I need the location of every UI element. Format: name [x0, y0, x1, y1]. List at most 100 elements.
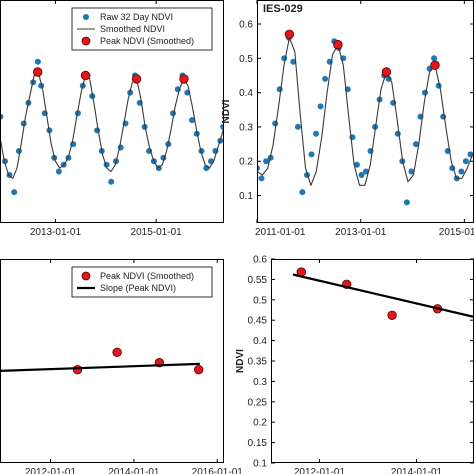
- panel-top-right: 2011-01-01 2013-01-01 2015-01-01 0.1 0.2 0.3 0…: [221, 0, 474, 238]
- slope-line: [292, 273, 474, 318]
- raw-ndvi-point: [353, 161, 360, 168]
- axes-frame: [0, 0, 224, 223]
- raw-ndvi-point: [422, 89, 428, 96]
- plot-area: [0, 347, 204, 375]
- peak-ndvi-point: [72, 365, 83, 375]
- y-tick-label: 0.6: [239, 20, 253, 31]
- x-tick-label: 2013-01-01: [335, 227, 387, 238]
- legend-box: [71, 7, 213, 51]
- panel-bottom-left: 2012-01-01 2014-01-01 2016-01-01 Peak NDVI …: [0, 259, 243, 474]
- y-tick-label: 0.15: [248, 438, 268, 449]
- y-tick-label: 0.5: [253, 295, 267, 306]
- raw-ndvi-point: [317, 103, 324, 110]
- y-axis-label: NDVI: [235, 349, 246, 373]
- y-tick-label: 0.4: [253, 336, 267, 347]
- y-tick-label: 0.25: [248, 397, 268, 408]
- legend-entry-label: Peak NDVI (Smoothed): [100, 36, 194, 46]
- legend-entry-label: Peak NDVI (Smoothed): [100, 271, 194, 281]
- raw-ndvi-point: [170, 110, 176, 117]
- x-tick-label: 2016-01-01: [192, 467, 244, 474]
- raw-ndvi-point: [94, 127, 101, 134]
- y-tick-label: 0.3: [239, 122, 253, 133]
- raw-ndvi-point: [458, 168, 465, 175]
- raw-ndvi-point: [108, 178, 115, 185]
- legend-box: [71, 266, 213, 298]
- peak-ndvi-point: [131, 74, 142, 84]
- y-tick-label: 0.4: [239, 88, 253, 99]
- raw-ndvi-point: [363, 168, 369, 175]
- x-tick-label: 2012-01-01: [294, 467, 346, 474]
- raw-ndvi-point: [276, 86, 283, 93]
- raw-ndvi-point: [189, 117, 195, 124]
- raw-ndvi-point: [408, 168, 415, 175]
- axes-frame: [0, 259, 224, 463]
- y-tick-label: 0.1: [253, 459, 267, 470]
- panel-bottom-right: 2012-01-01 2014-01-01 0.1 0.15 0.2 0.25 0.3 0.3…: [235, 255, 474, 474]
- y-tick-label: 0.6: [253, 255, 267, 266]
- raw-ndvi-point: [431, 55, 438, 62]
- x-tick-label: 2014-01-01: [108, 467, 160, 474]
- raw-ndvi-point: [272, 120, 279, 127]
- plot-area: [292, 267, 474, 321]
- peak-ndvi-point: [33, 67, 43, 77]
- x-tick-label: 2011-01-01: [255, 227, 306, 238]
- raw-ndvi-point: [462, 158, 469, 165]
- raw-ndvi-point: [263, 158, 270, 165]
- smoothed-ndvi-line: [0, 71, 224, 179]
- y-tick-label: 0.3: [253, 377, 267, 388]
- x-tick-label: 2013-01-01: [30, 227, 82, 238]
- x-tick-label: 2014-01-01: [391, 467, 443, 474]
- peak-ndvi-point: [112, 347, 122, 358]
- peak-ndvi-point: [193, 365, 204, 375]
- legend-entry-label: Raw 32 Day NDVI: [100, 12, 173, 22]
- panel-title: IES-029: [263, 3, 303, 15]
- raw-ndvi-point: [290, 58, 297, 65]
- peak-ndvi-point: [387, 310, 397, 321]
- legend-entry-label: Smoothed NDVI: [100, 24, 165, 34]
- y-tick-label: 0.45: [248, 316, 268, 327]
- raw-ndvi-point: [141, 123, 148, 130]
- peak-ndvi-point: [179, 74, 189, 84]
- plot-area: [0, 58, 224, 196]
- raw-ndvi-point: [55, 168, 62, 175]
- raw-ndvi-point: [11, 189, 18, 196]
- y-tick-label: 0.2: [253, 418, 267, 429]
- raw-ndvi-point: [34, 58, 41, 65]
- smoothed-ndvi-line: [257, 37, 474, 186]
- raw-ndvi-point: [403, 199, 410, 206]
- peak-ndvi-point: [80, 70, 91, 81]
- legend: Raw 32 Day NDVI Smoothed NDVI Peak NDVI (S…: [71, 7, 213, 51]
- raw-ndvi-point: [308, 151, 315, 158]
- peak-ndvi-point: [284, 29, 295, 40]
- y-tick-label: 0.35: [248, 357, 268, 368]
- raw-ndvi-point: [15, 148, 22, 154]
- x-tick-label: 2015-01-01: [439, 227, 474, 238]
- peak-ndvi-point: [430, 60, 440, 70]
- raw-ndvi-point: [358, 172, 365, 178]
- x-tick-label: 2012-01-01: [25, 467, 77, 474]
- x-tick-label: 2015-01-01: [131, 227, 183, 238]
- raw-ndvi-point: [394, 130, 401, 137]
- y-tick-label: 0.5: [239, 54, 253, 65]
- legend-raw-marker: [83, 14, 89, 20]
- raw-ndvi-point: [322, 75, 329, 82]
- raw-ndvi-point: [299, 189, 306, 196]
- raw-ndvi-point: [413, 141, 419, 148]
- y-axis-label: NDVI: [221, 99, 232, 123]
- raw-ndvi-point: [313, 130, 319, 137]
- plot-area: [257, 29, 474, 206]
- panel-top-left: 2013-01-01 2015-01-01 Raw 32 Day NDVI Smoot…: [0, 0, 224, 238]
- raw-ndvi-point: [294, 123, 301, 130]
- legend-peak-marker: [81, 36, 91, 46]
- y-tick-label: 0.1: [239, 191, 253, 202]
- raw-ndvi-point: [440, 113, 447, 120]
- legend-peak-marker: [81, 271, 91, 281]
- legend-entry-label: Slope (Peak NDVI): [100, 283, 176, 293]
- peak-ndvi-point: [333, 39, 343, 50]
- legend: Peak NDVI (Smoothed) Slope (Peak NDVI): [71, 266, 213, 298]
- slope-line: [0, 362, 200, 372]
- raw-ndvi-point: [258, 175, 265, 182]
- axes-frame: [271, 259, 474, 463]
- y-tick-label: 0.55: [248, 275, 268, 286]
